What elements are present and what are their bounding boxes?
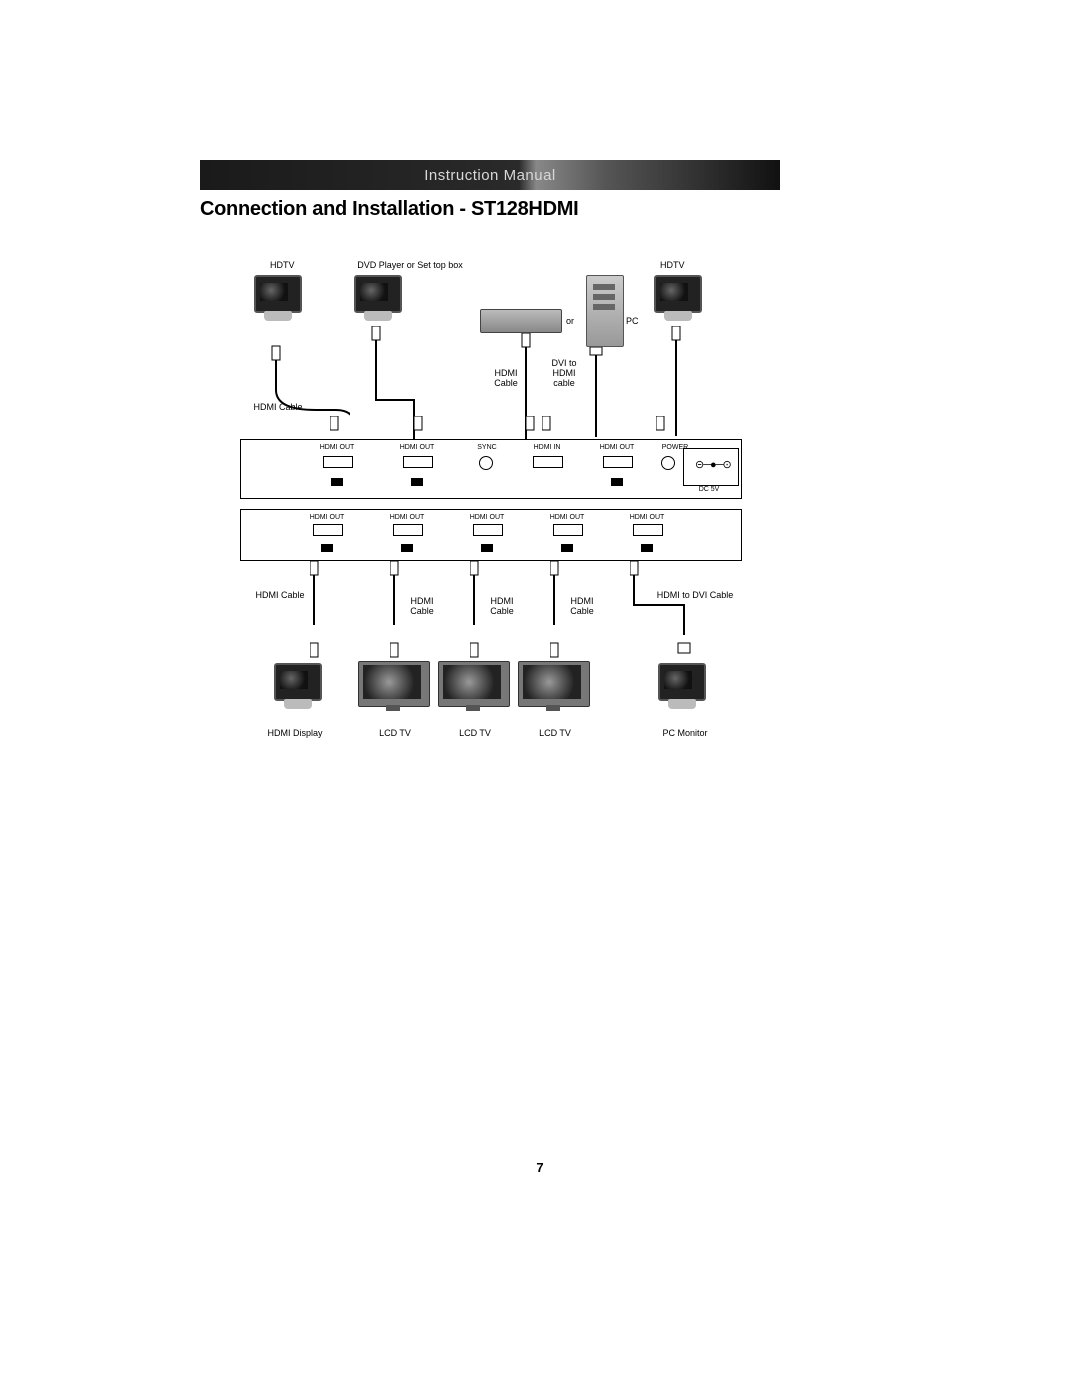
port-label: HDMI OUT xyxy=(467,514,507,521)
port-label: HDMI OUT xyxy=(387,514,427,521)
hdtv-3-icon xyxy=(650,273,710,323)
port-label: HDMI OUT xyxy=(317,444,357,451)
label-hdmi-cable-2: HDMI Cable xyxy=(490,369,522,389)
label-hdmi-cable-b1: HDMI Cable xyxy=(250,591,310,601)
hdmi-display-icon xyxy=(270,661,330,711)
cable-bot-5 xyxy=(630,561,700,661)
label-hdtv-2: HDTV xyxy=(660,261,685,271)
banner-title: Instruction Manual xyxy=(424,167,556,184)
label-pc: PC xyxy=(626,317,639,327)
banner: Instruction Manual xyxy=(200,160,780,190)
cable-top-4 xyxy=(670,326,690,436)
lcdtv-2-icon xyxy=(438,661,508,711)
plug-box1-in xyxy=(526,416,536,436)
cable-top-dvi xyxy=(582,347,612,437)
port-label: HDMI OUT xyxy=(597,444,637,451)
label-out-4: LCD TV xyxy=(530,729,580,739)
label-hdtv-1: HDTV xyxy=(270,261,295,271)
splitter-box-top: HDMI OUT HDMI OUT SYNC HDMI IN HDMI OUT … xyxy=(240,439,742,499)
splitter-box-bottom: HDMI OUT HDMI OUT HDMI OUT HDMI OUT HDMI… xyxy=(240,509,742,561)
page-heading: Connection and Installation - ST128HDMI xyxy=(200,198,780,221)
page-number: 7 xyxy=(0,1160,1080,1175)
port-label: SYNC xyxy=(467,444,507,451)
label-out-5: PC Monitor xyxy=(650,729,720,739)
connection-diagram: HDTV DVD Player or Set top box HDTV or P… xyxy=(230,261,770,781)
cable-bot-1 xyxy=(310,561,330,661)
label-out-3: LCD TV xyxy=(450,729,500,739)
hdtv-1-icon xyxy=(250,273,310,323)
port-label: HDMI IN xyxy=(527,444,567,451)
lcdtv-3-icon xyxy=(518,661,588,711)
plug-box1-out1 xyxy=(330,416,340,436)
lcdtv-1-icon xyxy=(358,661,428,711)
plug-box1-out2 xyxy=(414,416,424,436)
dc-plug-icon: ⊝─●─⊙ xyxy=(695,458,731,471)
label-dvi-hdmi: DVI to HDMI cable xyxy=(546,359,582,389)
hdtv-2-icon xyxy=(350,273,410,323)
label-or: or xyxy=(566,317,574,327)
label-hdmi-cable-1: HDMI Cable xyxy=(248,403,308,413)
label-dvd: DVD Player or Set top box xyxy=(345,261,475,271)
label-out-1: HDMI Display xyxy=(260,729,330,739)
label-hdmi-b3: HDMI Cable xyxy=(486,597,518,617)
label-dc: DC 5V xyxy=(689,486,729,493)
label-out-2: LCD TV xyxy=(370,729,420,739)
label-hdmi-dvi-b5: HDMI to DVI Cable xyxy=(650,591,740,601)
label-hdmi-b2: HDMI Cable xyxy=(406,597,438,617)
label-hdmi-b4: HDMI Cable xyxy=(566,597,598,617)
port-label: HDMI OUT xyxy=(397,444,437,451)
plug-box1-out3 xyxy=(656,416,666,436)
pc-monitor-icon xyxy=(654,661,714,711)
dvd-icon xyxy=(480,309,562,333)
plug-box1-in-2 xyxy=(542,416,552,436)
pc-icon xyxy=(586,275,624,347)
port-label: HDMI OUT xyxy=(307,514,347,521)
port-label: HDMI OUT xyxy=(627,514,667,521)
port-label: HDMI OUT xyxy=(547,514,587,521)
